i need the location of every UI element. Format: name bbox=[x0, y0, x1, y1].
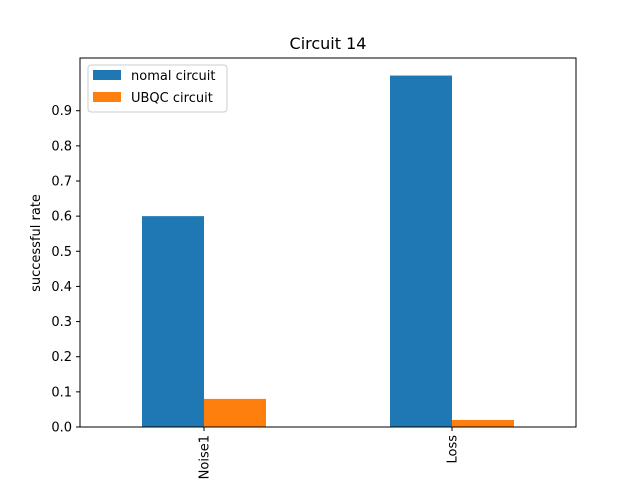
y-tick-label: 0.4 bbox=[51, 280, 72, 295]
y-tick-label: 0.8 bbox=[51, 139, 72, 154]
legend-label: nomal circuit bbox=[131, 69, 215, 84]
legend-label: UBQC circuit bbox=[131, 91, 213, 106]
legend-box bbox=[87, 64, 228, 113]
y-axis-ticks: 0.0 0.1 0.2 0.3 0.4 0.5 0.6 0.7 0.8 0.9 bbox=[51, 104, 80, 436]
chart-title: Circuit 14 bbox=[290, 34, 367, 53]
bar bbox=[452, 419, 514, 427]
x-tick-label: Noise1 bbox=[198, 435, 213, 479]
legend-swatch bbox=[93, 92, 121, 102]
x-tick-label: Loss bbox=[446, 435, 461, 464]
plot-frame bbox=[79, 57, 577, 428]
y-tick-label: 0.0 bbox=[51, 421, 72, 436]
y-tick-label: 0.1 bbox=[51, 385, 72, 400]
bar bbox=[204, 398, 266, 427]
y-axis-label: successful rate bbox=[29, 194, 44, 292]
x-axis-ticks: Noise1 Loss bbox=[198, 427, 461, 479]
bars-group bbox=[142, 75, 514, 428]
y-tick-label: 0.6 bbox=[51, 210, 72, 225]
y-tick-label: 0.5 bbox=[51, 245, 72, 260]
y-tick-label: 0.2 bbox=[51, 350, 72, 365]
y-tick-label: 0.9 bbox=[51, 104, 72, 119]
bar bbox=[142, 216, 204, 427]
y-tick-label: 0.3 bbox=[51, 315, 72, 330]
bar bbox=[390, 75, 452, 428]
y-tick-label: 0.7 bbox=[51, 175, 72, 190]
legend: nomal circuit UBQC circuit bbox=[87, 64, 228, 113]
legend-swatch bbox=[93, 70, 121, 80]
